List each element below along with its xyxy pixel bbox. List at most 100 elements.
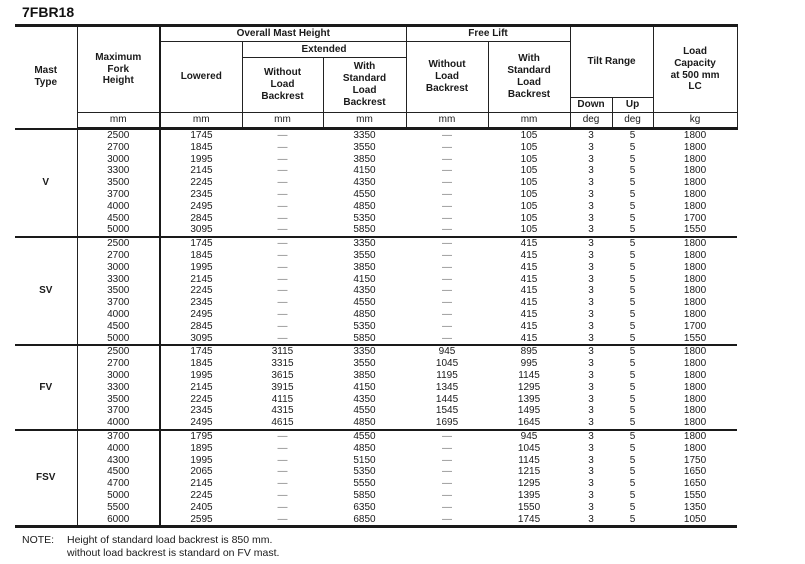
data-cell: 5 bbox=[629, 285, 636, 297]
data-cell: 3 bbox=[588, 261, 594, 273]
table-row: 2700 1845 — 3550 — 105 3 5 1800 bbox=[15, 141, 737, 154]
data-cell: 2065 bbox=[190, 466, 213, 478]
data-cell: 4615 bbox=[271, 417, 294, 429]
data-cell: 105 bbox=[520, 224, 538, 236]
unit-cell: mm bbox=[405, 112, 489, 130]
data-cell: 5 bbox=[612, 428, 654, 443]
data-cell: 1800 bbox=[683, 393, 707, 405]
table-row: 3500 2245 — 4350 — 105 3 5 1800 bbox=[15, 177, 737, 189]
data-cell: 5 bbox=[629, 513, 636, 525]
data-cell: 3 bbox=[588, 308, 594, 320]
data-cell: — bbox=[442, 513, 453, 525]
data-cell: 5 bbox=[629, 153, 636, 165]
data-cell: 4350 bbox=[353, 177, 376, 189]
data-cell: 1800 bbox=[683, 273, 707, 285]
header-load-capacity: Load Capacity at 500 mm LC bbox=[652, 25, 738, 113]
table-row: 3300 2145 3915 4150 1345 1295 3 5 1800 bbox=[15, 381, 737, 394]
data-cell: 1745 bbox=[517, 513, 541, 525]
data-cell: 2500 bbox=[77, 127, 161, 142]
data-cell: 5 bbox=[629, 273, 636, 285]
data-cell: 3 bbox=[588, 249, 594, 261]
data-cell: — bbox=[442, 224, 453, 236]
data-cell: 5850 bbox=[353, 332, 376, 344]
data-cell: 5 bbox=[629, 141, 636, 153]
data-cell: 415 bbox=[520, 320, 538, 332]
page-title: 7FBR18 bbox=[22, 4, 75, 20]
data-cell: 3550 bbox=[353, 249, 376, 261]
data-cell: — bbox=[277, 165, 288, 177]
data-cell: 1395 bbox=[517, 489, 541, 501]
data-cell: 3700 bbox=[77, 405, 161, 418]
data-cell: — bbox=[442, 141, 453, 153]
data-cell: 5500 bbox=[77, 501, 161, 514]
data-cell: — bbox=[277, 501, 288, 513]
data-cell: 5000 bbox=[77, 224, 161, 238]
data-cell: 3 bbox=[588, 442, 594, 454]
data-cell: 1995 bbox=[190, 454, 213, 466]
data-cell: 1800 bbox=[683, 261, 707, 273]
data-cell: — bbox=[277, 188, 288, 200]
data-cell: 5 bbox=[629, 332, 636, 344]
data-cell: 4350 bbox=[353, 285, 376, 297]
data-cell: 3850 bbox=[353, 153, 376, 165]
data-cell: — bbox=[277, 285, 288, 297]
data-cell: — bbox=[442, 261, 453, 273]
data-cell: 105 bbox=[520, 141, 538, 153]
data-cell: 1295 bbox=[517, 381, 541, 393]
data-cell: — bbox=[277, 224, 288, 236]
data-cell: 5 bbox=[629, 224, 636, 236]
table-row: 3300 2145 — 4150 — 105 3 5 1800 bbox=[15, 165, 737, 178]
data-cell: 1800 bbox=[683, 249, 707, 261]
data-cell: 4000 bbox=[77, 417, 161, 430]
header-overall-mast-height: Overall Mast Height bbox=[159, 25, 407, 42]
data-cell: 4500 bbox=[77, 212, 161, 225]
data-cell: 1550 bbox=[517, 501, 541, 513]
data-cell: 3 bbox=[588, 369, 594, 381]
header-tilt-up: Up bbox=[611, 97, 654, 113]
data-cell: — bbox=[442, 285, 453, 297]
data-cell: — bbox=[442, 273, 453, 285]
data-cell: 5 bbox=[612, 127, 654, 142]
table-row: 4000 1895 — 4850 — 1045 3 5 1800 bbox=[15, 442, 737, 455]
data-cell: 3 bbox=[588, 417, 594, 429]
header-extended: Extended bbox=[241, 41, 407, 58]
data-cell: — bbox=[442, 320, 453, 332]
data-cell: 2145 bbox=[190, 381, 213, 393]
data-cell: 1800 bbox=[683, 200, 707, 212]
data-cell: — bbox=[442, 308, 453, 320]
data-cell: 1700 bbox=[683, 212, 707, 224]
data-cell: 3 bbox=[570, 344, 613, 359]
data-cell: 3 bbox=[570, 127, 613, 142]
data-cell: 1550 bbox=[683, 224, 707, 236]
data-cell: 1495 bbox=[517, 405, 541, 417]
data-cell: 1800 bbox=[683, 381, 707, 393]
header-extended-with: With Standard Load Backrest bbox=[322, 57, 407, 113]
data-cell: — bbox=[442, 478, 453, 490]
data-cell: — bbox=[277, 212, 288, 224]
data-cell: 3 bbox=[588, 320, 594, 332]
data-cell: 3915 bbox=[271, 381, 294, 393]
data-cell: 3 bbox=[588, 153, 594, 165]
table-row: 3000 1995 — 3850 — 105 3 5 1800 bbox=[15, 153, 737, 166]
data-cell: 2595 bbox=[190, 513, 213, 525]
data-cell: 1350 bbox=[683, 501, 707, 513]
data-cell: 1215 bbox=[517, 466, 541, 478]
data-cell: 3 bbox=[588, 393, 594, 405]
table-row: FV 2500 1745 3115 3350 945 895 3 5 1800 bbox=[15, 344, 738, 430]
table-row: 3500 2245 4115 4350 1445 1395 3 5 1800 bbox=[15, 393, 737, 406]
data-cell: 2145 bbox=[190, 165, 213, 177]
data-cell: 5 bbox=[629, 393, 636, 405]
data-cell: 3 bbox=[588, 200, 594, 212]
table-row: 5000 2245 — 5850 — 1395 3 5 1550 bbox=[15, 489, 737, 502]
data-cell: 945 bbox=[488, 428, 571, 443]
data-cell: 5 bbox=[629, 454, 636, 466]
data-cell: 3350 bbox=[323, 127, 407, 142]
data-cell: 3315 bbox=[271, 358, 294, 370]
data-cell: 3115 bbox=[242, 344, 323, 359]
data-cell: 1050 bbox=[683, 513, 707, 525]
data-cell: 6350 bbox=[353, 501, 376, 513]
unit-cell: mm bbox=[241, 112, 324, 130]
data-cell: 1800 bbox=[683, 358, 707, 370]
table-row: 4500 2065 — 5350 — 1215 3 5 1650 bbox=[15, 466, 737, 479]
data-cell: 5 bbox=[629, 297, 636, 309]
